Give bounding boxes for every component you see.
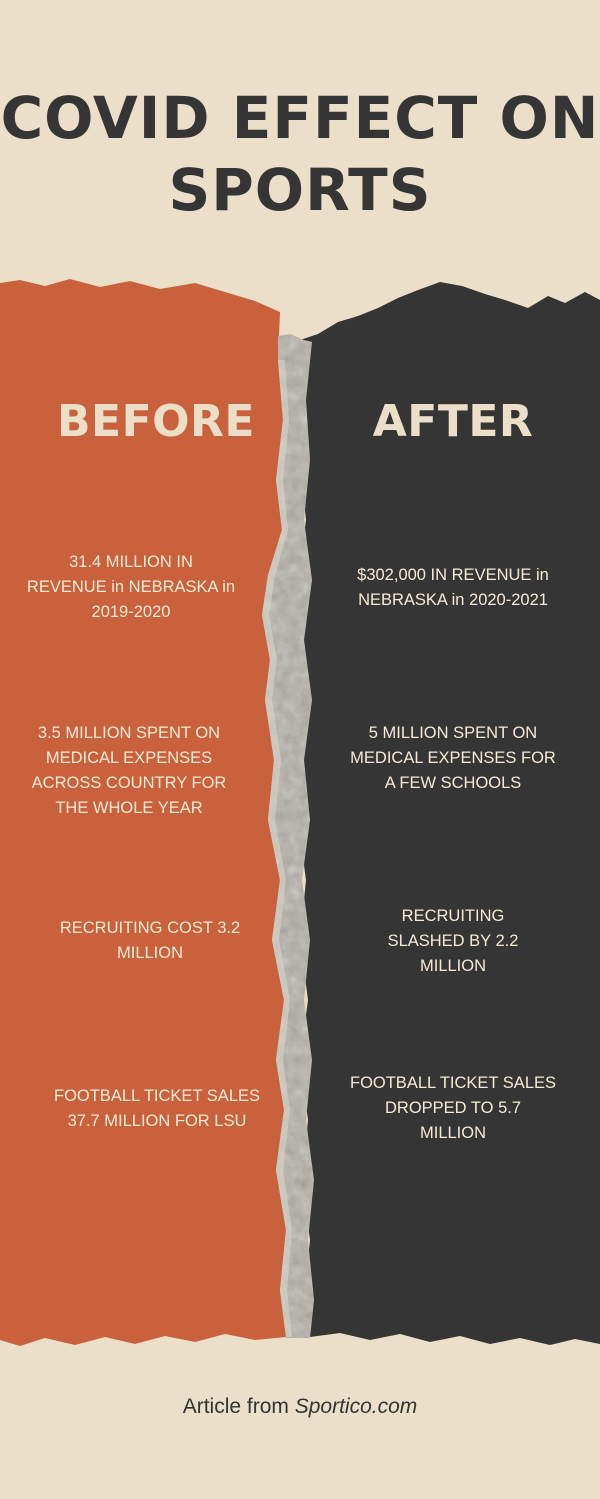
before-fact-ticket-sales: FOOTBALL TICKET SALES 37.7 MILLION FOR L… (53, 1087, 261, 1130)
before-fact-recruiting: RECRUITING COST 3.2 MILLION (59, 919, 241, 962)
before-fact-revenue: 31.4 MILLION IN REVENUE in NEBRASKA in 2… (26, 553, 236, 621)
after-panel (296, 282, 600, 1345)
page-title: COVID EFFECT ON SPORTS (0, 84, 600, 224)
after-fact-recruiting: RECRUITING SLASHED BY 2.2 MILLION (387, 907, 519, 975)
source-credit: Article from Sportico.com (0, 1393, 600, 1421)
source-credit-prefix: Article from (182, 1395, 295, 1418)
torn-strip-edge (262, 360, 292, 1337)
source-link: Sportico.com (294, 1395, 418, 1418)
before-heading: BEFORE (57, 396, 255, 447)
after-heading: AFTER (372, 396, 534, 447)
after-fact-revenue: $302,000 IN REVENUE in NEBRASKA in 2020-… (357, 566, 549, 609)
torn-paper-strip (262, 334, 314, 1338)
after-fact-medical: 5 MILLION SPENT ON MEDICAL EXPENSES FOR … (350, 724, 556, 792)
after-fact-ticket-sales: FOOTBALL TICKET SALES DROPPED TO 5.7 MIL… (349, 1074, 557, 1142)
before-fact-medical: 3.5 MILLION SPENT ON MEDICAL EXPENSES AC… (31, 724, 227, 817)
before-panel (0, 279, 286, 1346)
